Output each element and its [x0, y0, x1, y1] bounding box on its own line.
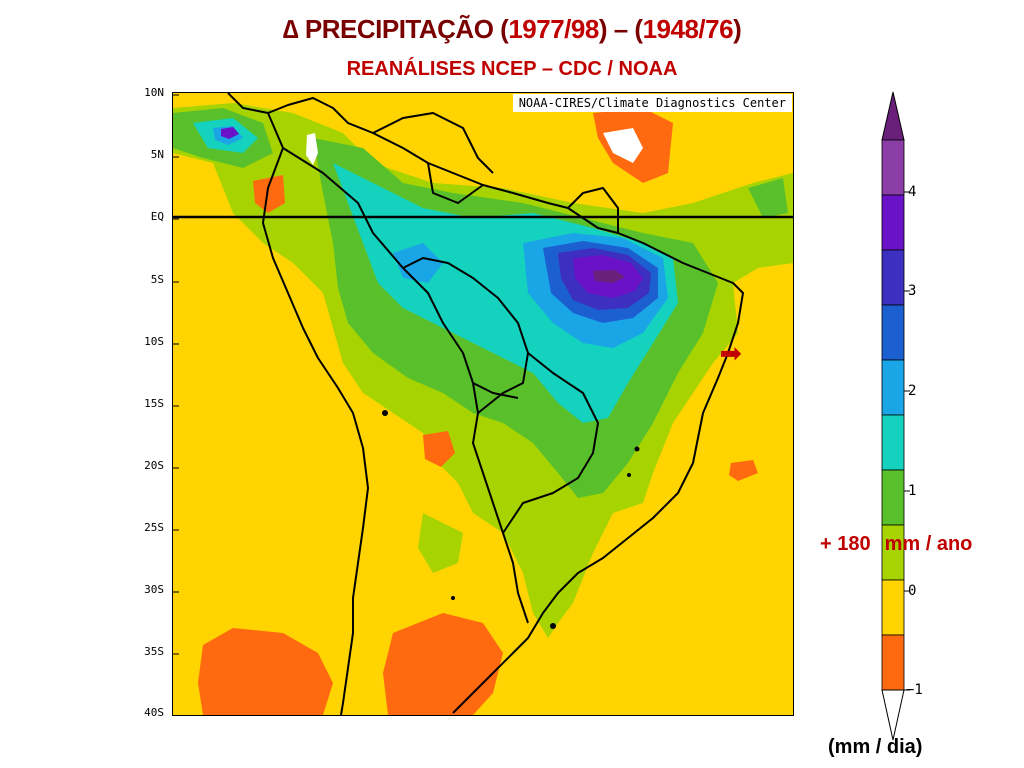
annotation-unit: mm / ano	[884, 533, 973, 555]
colorbar-segment	[881, 249, 905, 306]
lat-label: 25S	[144, 521, 164, 534]
coastline-and-borders	[227, 93, 744, 715]
delta-symbol: ∆	[282, 14, 299, 44]
lat-label: 15S	[144, 397, 164, 410]
colorbar-segment	[881, 469, 905, 526]
title-paren: (	[500, 14, 509, 44]
lat-label: 5N	[150, 148, 164, 161]
chart-subtitle: REANÁLISES NCEP – CDC / NOAA	[346, 58, 678, 80]
lat-label: EQ	[150, 210, 164, 223]
lat-label: 10S	[144, 335, 164, 348]
anomaly-region-violet	[221, 127, 239, 139]
anomaly-region-orange	[729, 460, 758, 481]
anomaly-region-orange	[253, 175, 285, 213]
lat-label: 5S	[150, 273, 164, 286]
anomaly-region-cyan-green	[333, 163, 678, 423]
title-paren: (	[634, 14, 643, 44]
colorbar-ticks	[904, 191, 910, 691]
title-paren: )	[598, 14, 608, 44]
annotation-value: + 180	[820, 533, 871, 555]
lat-label: 30S	[144, 583, 164, 596]
annotation: + 180 mm / ano	[820, 533, 972, 556]
title-dash: –	[613, 14, 628, 44]
lat-label: 40S	[144, 706, 164, 719]
lat-label: 35S	[144, 645, 164, 658]
anomaly-region-white	[306, 133, 318, 165]
anomaly-region-green	[748, 178, 788, 218]
precipitation-map: NOAA-CIRES/Climate Diagnostics Center	[172, 92, 794, 716]
lat-label: 20S	[144, 459, 164, 472]
anomaly-region-light-green	[418, 513, 463, 573]
anomaly-region-orange	[423, 431, 455, 467]
colorbar-tick-label: 4	[908, 184, 917, 200]
colorbar-segment	[881, 634, 905, 691]
title-paren: )	[733, 14, 742, 44]
title-period-1: 1977/98	[508, 14, 599, 44]
lat-label: 10N	[144, 86, 164, 99]
colorbar-tick-label: 0	[908, 583, 917, 599]
colorbar-segment	[881, 304, 905, 361]
anomaly-region-purple	[593, 270, 625, 283]
map-credit: NOAA-CIRES/Climate Diagnostics Center	[512, 94, 792, 112]
colorbar-tick-label: 2	[908, 383, 917, 399]
colorbar-tick-label: 3	[908, 283, 917, 299]
colorbar-tick-label: 1	[908, 483, 917, 499]
title-period-2: 1948/76	[642, 14, 734, 44]
arrow-icon: ➟	[720, 338, 742, 368]
colorbar-tick-label: −1	[906, 682, 923, 698]
colorbar-units: (mm / dia)	[828, 736, 923, 758]
colorbar-segment	[881, 194, 905, 251]
anomaly-region-white	[603, 128, 643, 163]
colorbar-top-triangle	[881, 91, 905, 141]
colorbar-segment	[881, 359, 905, 416]
anomaly-region-light-blue	[393, 243, 443, 283]
colorbar-segment	[881, 414, 905, 471]
colorbar-segment	[881, 579, 905, 636]
colorbar-bottom-triangle	[881, 689, 905, 741]
anomaly-region-orange	[383, 613, 503, 715]
title-word: PRECIPITAÇÃO	[304, 14, 494, 44]
colorbar-segment	[881, 139, 905, 196]
chart-title: ∆ PRECIPITAÇÃO (1977/98) – (1948/76)	[0, 14, 1024, 45]
anomaly-region-orange	[198, 628, 333, 715]
lat-ticks	[173, 94, 179, 655]
islands	[382, 410, 640, 629]
map-canvas	[173, 93, 793, 715]
colorbar-segments	[881, 139, 905, 691]
